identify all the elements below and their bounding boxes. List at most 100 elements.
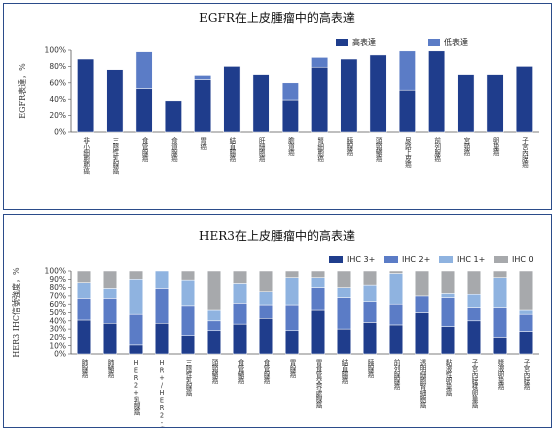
bar-segment xyxy=(128,279,144,315)
x-category-label: HR+/HER2-乳腺癌 xyxy=(158,359,166,427)
bar-segment xyxy=(232,303,248,325)
egfr-chart-panel: EGFR在上皮腫瘤中的高表達 EGFR表達，% 0% 20% 40% 60% 80% 100%… xyxy=(3,3,552,210)
bar-segment xyxy=(194,79,212,133)
bar-segment xyxy=(76,282,92,299)
bar-segment xyxy=(281,82,299,101)
x-category-label: 三陰性乳腺癌 xyxy=(184,359,192,397)
y-tick-label: 100% xyxy=(45,46,66,55)
bar-segment xyxy=(77,58,95,133)
bar-segment xyxy=(362,301,378,323)
bar-segment xyxy=(102,270,118,289)
bar-segment xyxy=(398,50,416,91)
bar-segment xyxy=(284,270,300,278)
legend-label: IHC 2+ xyxy=(402,255,430,264)
her3-chart: HER3在上皮腫瘤中的高表達 HER3 IHC信號強度，% 0%10%20%30%4… xyxy=(11,228,539,427)
x-category-label: 肺腺癌 xyxy=(80,359,88,379)
x-category-label: 食道腺癌 xyxy=(169,136,177,163)
bar-segment xyxy=(281,99,299,133)
bar-segment xyxy=(76,298,92,321)
bar-segment xyxy=(414,312,430,355)
bar-segment xyxy=(284,304,300,332)
bar-segment xyxy=(518,313,534,332)
bar-segment xyxy=(311,66,329,133)
x-category-label: 肝細胞癌 xyxy=(257,137,265,163)
bar-segment xyxy=(232,323,248,355)
y-tick-label: 30% xyxy=(49,325,66,334)
bar-segment xyxy=(388,270,404,274)
bar-segment xyxy=(310,309,326,355)
x-category-label: 漿液卵巢癌 xyxy=(496,358,504,391)
x-category-label: 胰腺癌 xyxy=(366,358,374,379)
bar-segment xyxy=(492,307,508,338)
y-tick-label: 0% xyxy=(54,350,66,359)
legend-label: IHC 1+ xyxy=(457,255,485,264)
x-category-label: 黏液性卵巢癌 xyxy=(444,358,452,397)
legend-swatch xyxy=(439,256,453,263)
bar-segment xyxy=(311,57,329,68)
bar-segment xyxy=(388,273,404,305)
legend-swatch xyxy=(336,39,348,46)
bar-segment xyxy=(154,323,170,355)
x-category-label: 子宮內膜樣卵巢癌 xyxy=(470,359,478,410)
bar-segment xyxy=(457,74,475,133)
x-category-label: 胰腺癌 xyxy=(345,136,353,157)
y-tick-label: 60% xyxy=(49,78,66,87)
x-category-label: 腎細胞癌 xyxy=(316,136,324,163)
bar-segment xyxy=(486,74,504,133)
x-category-label: 頭頸鱗癌 xyxy=(374,137,382,163)
bar-segment xyxy=(388,324,404,355)
bar-segment xyxy=(336,287,352,298)
bar-segment xyxy=(180,279,196,307)
bar-segment xyxy=(492,277,508,308)
bar-segment xyxy=(232,270,248,284)
bar-segment xyxy=(180,305,196,336)
bar-segment xyxy=(128,344,144,355)
bar-segment xyxy=(466,270,482,295)
bar-segment xyxy=(340,58,358,133)
x-category-label: 結直腸癌 xyxy=(228,136,236,163)
bar-segment xyxy=(518,331,534,355)
y-tick-label: 0% xyxy=(54,128,66,137)
x-category-label: 肺鱗癌 xyxy=(106,359,114,379)
bar-segment xyxy=(76,319,92,355)
x-category-label: 子宮內膜癌 xyxy=(522,359,530,391)
bar-segment xyxy=(258,304,274,319)
bar-segment xyxy=(206,330,222,355)
x-category-label: 透明細胞腎細胞癌 xyxy=(418,359,426,410)
bar-segment xyxy=(102,323,118,355)
y-tick-label: 10% xyxy=(49,341,66,350)
legend-swatch xyxy=(428,39,440,46)
x-category-label: 前列腺腺癌 xyxy=(392,358,400,391)
bar-segment xyxy=(336,270,352,288)
chart-title: EGFR在上皮腫瘤中的高表達 xyxy=(199,10,355,25)
bar-segment xyxy=(223,66,241,133)
x-category-label: 食管腺癌 xyxy=(262,358,270,385)
bar-segment xyxy=(310,277,326,288)
bar-segment xyxy=(466,320,482,355)
bar-segment xyxy=(336,297,352,330)
bar-segment xyxy=(154,288,170,324)
bar-segment xyxy=(492,270,508,278)
bar-segment xyxy=(154,270,170,289)
bar-segment xyxy=(232,283,248,304)
bar-segment xyxy=(466,307,482,322)
bar-segment xyxy=(76,270,92,283)
bar-segment xyxy=(106,69,124,133)
bar-segment xyxy=(515,66,533,133)
bar-segment xyxy=(362,270,378,286)
bar-segment xyxy=(428,50,446,133)
bar-segment xyxy=(362,322,378,355)
bar-segment xyxy=(258,291,274,306)
x-category-label: 胃癌 xyxy=(199,137,207,151)
bar-segment xyxy=(440,326,456,355)
bar-segment xyxy=(518,309,534,315)
bar-segment xyxy=(284,277,300,306)
legend-swatch xyxy=(494,256,508,263)
legend-label: 低表達 xyxy=(444,37,468,47)
bar-segment xyxy=(440,270,456,294)
x-category-label: 非小細胞肺癌 xyxy=(82,136,90,175)
bar-segment xyxy=(440,297,456,327)
legend-label: IHC 0 xyxy=(512,255,534,264)
x-category-label: 宮頸癌 xyxy=(462,136,470,157)
x-category-label: 卵巢癌 xyxy=(491,136,499,157)
